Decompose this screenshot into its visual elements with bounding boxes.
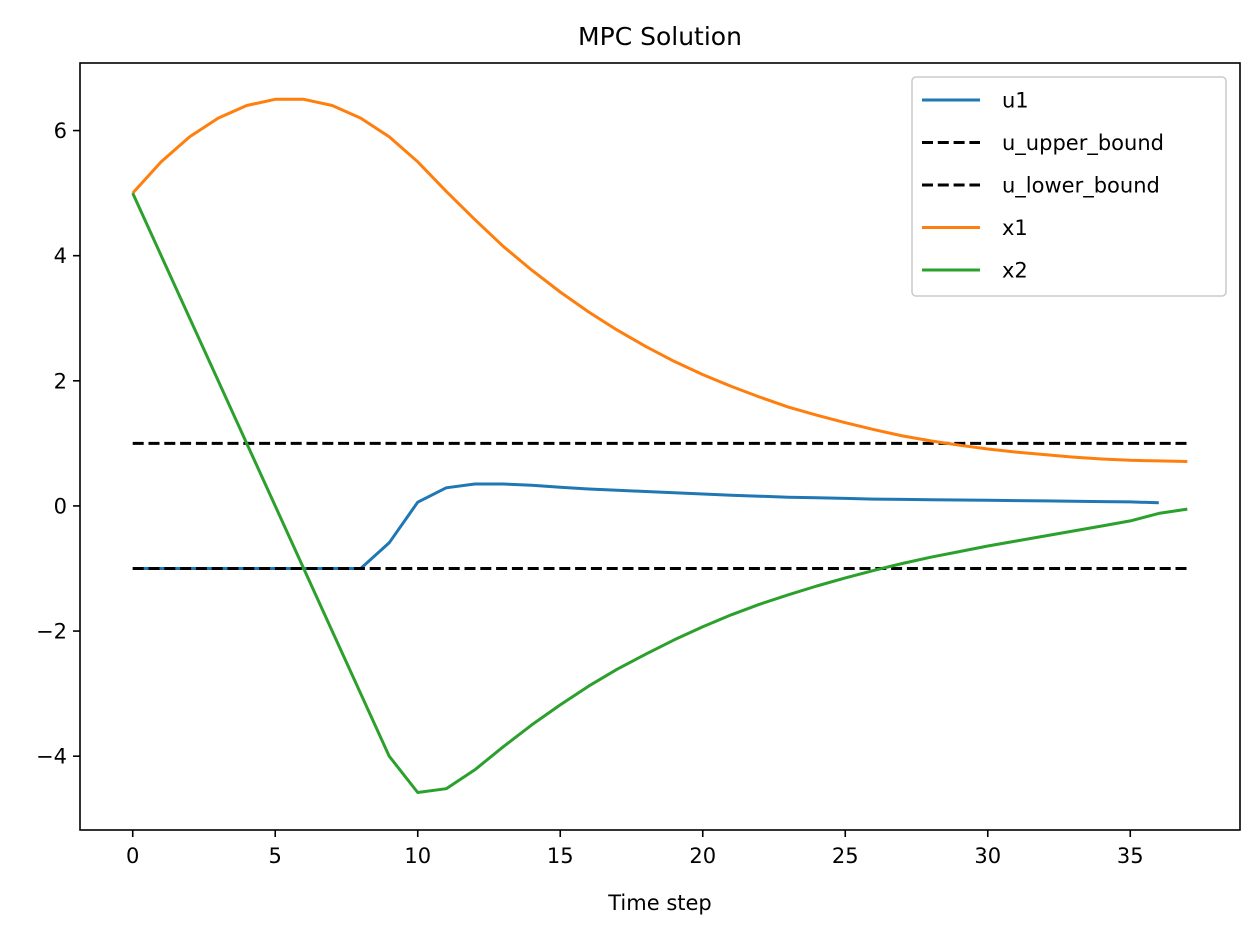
x-tick-label: 20 — [689, 844, 716, 868]
x-tick-label: 30 — [974, 844, 1001, 868]
y-tick-label: 4 — [54, 244, 67, 268]
legend-label-u-upper-bound: u_upper_bound — [1002, 131, 1164, 156]
legend-label-u-lower-bound: u_lower_bound — [1002, 174, 1160, 199]
y-tick-label: −4 — [36, 745, 67, 769]
y-tick-label: 6 — [54, 119, 67, 143]
x-tick-label: 10 — [404, 844, 431, 868]
y-tick-label: 0 — [54, 494, 67, 518]
legend-item-u1[interactable]: u1 — [922, 89, 1029, 113]
axes: 0 5 10 15 20 25 30 35 −4 −2 0 2 4 6 — [36, 62, 1241, 868]
legend-item-u-lower-bound[interactable]: u_lower_bound — [922, 174, 1160, 199]
legend-item-x1[interactable]: x1 — [922, 216, 1028, 240]
y-tick-label: −2 — [36, 620, 67, 644]
series-line-x2 — [131, 192, 1188, 794]
legend-label-u1: u1 — [1002, 89, 1029, 113]
plot-area — [131, 97, 1188, 794]
x-tick-label: 5 — [269, 844, 282, 868]
plot-frame — [79, 62, 1241, 831]
x-tick-label: 0 — [126, 844, 139, 868]
legend-label-x1: x1 — [1002, 216, 1028, 240]
y-tick-label: 2 — [54, 369, 67, 393]
x-axis-title: Time step — [607, 891, 712, 915]
series-line-x1 — [131, 97, 1188, 463]
x-tick-label: 15 — [547, 844, 574, 868]
legend-item-x2[interactable]: x2 — [922, 259, 1028, 283]
legend-label-x2: x2 — [1002, 259, 1028, 283]
legend[interactable]: u1 u_upper_bound u_lower_bound x1 x2 — [911, 76, 1227, 297]
chart-title: MPC Solution — [578, 22, 742, 51]
legend-box — [911, 76, 1227, 297]
x-tick-label: 25 — [832, 844, 859, 868]
x-tick-label: 35 — [1117, 844, 1144, 868]
legend-item-u-upper-bound[interactable]: u_upper_bound — [922, 131, 1164, 156]
